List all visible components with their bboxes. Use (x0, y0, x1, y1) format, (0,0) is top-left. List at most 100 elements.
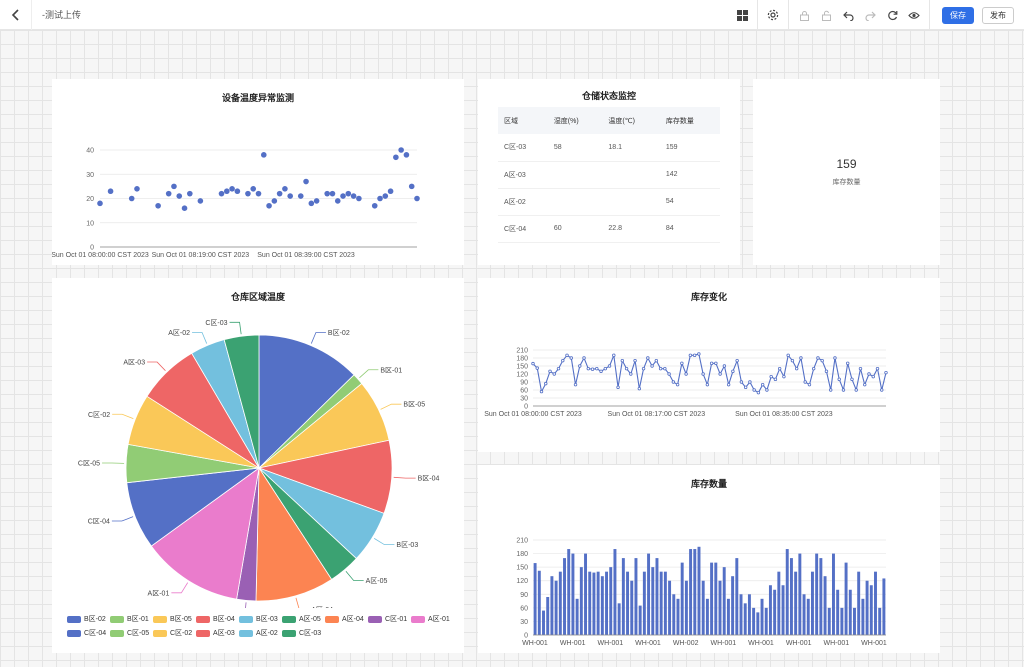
pie-slice (150, 467, 260, 600)
bar (592, 572, 596, 635)
bar (710, 562, 714, 635)
eye-icon (908, 11, 920, 19)
scatter-point (356, 195, 362, 202)
line-point (807, 382, 812, 387)
legend-item[interactable]: B区-02 (67, 614, 109, 624)
unlock-button[interactable] (815, 0, 837, 30)
legend-item[interactable]: B区-01 (110, 614, 152, 624)
line-point (875, 366, 880, 371)
legend-item[interactable]: C区-05 (110, 628, 152, 638)
legend-item[interactable]: B区-04 (196, 614, 238, 624)
y-tick-label: 150 (516, 565, 528, 572)
legend-item[interactable]: A区-01 (411, 614, 453, 624)
legend-item[interactable]: A区-04 (325, 614, 367, 624)
line-point (773, 377, 778, 382)
line-point (556, 366, 561, 371)
pie-slice (255, 466, 333, 602)
pie-label: B区-01 (380, 366, 402, 374)
legend-label: A区-05 (299, 616, 321, 623)
scatter-point (245, 190, 251, 197)
line-point (735, 358, 739, 363)
line-point (607, 364, 612, 368)
x-tick-label: WH-001 (861, 640, 887, 647)
bar (819, 558, 823, 635)
table-cell (547, 188, 603, 216)
table-cell: 142 (659, 161, 720, 189)
line-point (688, 353, 693, 358)
settings-button[interactable] (762, 0, 784, 30)
bar (542, 610, 545, 635)
scatter-point (97, 200, 103, 207)
bar (684, 580, 688, 635)
y-tick-label: 60 (520, 388, 528, 395)
pie-panel[interactable]: 仓库区域温度 B区-02 B区-01 B区-05 B区-04 B区-03 A区-05 A区-… (52, 278, 464, 653)
legend-swatch (239, 615, 253, 623)
line-point (535, 366, 539, 370)
scatter-title: 设备温度异常监测 (221, 93, 294, 103)
bar (735, 558, 739, 635)
legend-item[interactable]: A区-02 (239, 628, 281, 638)
bar (815, 553, 819, 635)
scatter-point (181, 205, 188, 211)
scatter-panel[interactable]: 设备温度异常监测 0 10 20 30 40 Sun Oct 01 08:00:00 CS… (52, 79, 464, 265)
line-panel[interactable]: 库存变化 0 30 60 90 120 150 180 210 Sun Oct 01 08:00… (478, 278, 940, 452)
line-point (616, 385, 620, 390)
line-point (675, 382, 680, 387)
pie-label-line (345, 571, 364, 581)
y-tick-label: 210 (516, 348, 528, 355)
scatter-point (276, 190, 283, 197)
line-point (777, 366, 782, 371)
line-point (667, 372, 671, 376)
line-point (884, 370, 888, 375)
bar (878, 607, 882, 635)
table-panel[interactable]: 仓储状态监控 区域 湿度(%) 温度(℃) 库存数量 C区-03 58 18.1 159 A区… (478, 79, 740, 265)
pie-label: C区-04 (88, 518, 110, 526)
x-tick-label: Sun Oct 01 08:17:00 CST 2023 (608, 411, 706, 418)
legend-item[interactable]: B区-05 (153, 614, 195, 624)
scatter-point (282, 186, 288, 192)
line-point (756, 390, 761, 395)
pie-label-line (229, 321, 242, 335)
redo-button[interactable] (859, 0, 881, 30)
bar-panel[interactable]: 库存数量 0 30 60 90 120 150 180 210 WH-001 WH-001 WH-0… (478, 465, 940, 653)
scatter-point (377, 195, 383, 202)
legend-item[interactable]: A区-05 (282, 614, 324, 624)
bar (844, 562, 848, 635)
legend-item[interactable]: C区-03 (282, 628, 324, 638)
legend-item[interactable]: C区-02 (153, 628, 195, 638)
bar (726, 598, 730, 635)
bar (663, 571, 667, 635)
legend-label: C区-04 (84, 630, 107, 637)
layout-button[interactable] (731, 0, 753, 30)
line-point (650, 364, 654, 368)
x-tick-label: Sun Oct 01 08:00:00 CST 2023 (484, 411, 582, 418)
bar (697, 546, 701, 635)
save-button[interactable]: 保存 (942, 6, 974, 24)
kpi-panel[interactable]: 159 库存数量 (753, 79, 940, 265)
table-header-cell: 库存数量 (659, 107, 720, 134)
bar (773, 589, 777, 635)
bar (789, 558, 793, 635)
back-button[interactable] (0, 0, 32, 30)
table-cell (602, 161, 660, 189)
lock-button[interactable] (793, 0, 815, 30)
y-tick-label: 90 (520, 380, 528, 387)
legend-item[interactable]: C区-04 (67, 628, 109, 638)
line-point (612, 353, 616, 358)
y-tick-label: 10 (86, 220, 94, 227)
line-point (803, 380, 807, 384)
legend-label: B区-04 (213, 616, 235, 623)
line-point (854, 388, 858, 392)
legend-item[interactable]: A区-03 (196, 628, 238, 638)
pie-label: C区-05 (78, 460, 100, 468)
publish-button[interactable]: 发布 (982, 6, 1014, 24)
refresh-button[interactable] (881, 0, 903, 30)
y-tick-label: 90 (520, 592, 528, 599)
table-cell: 18.1 (602, 134, 660, 162)
table-cell: C区-04 (498, 215, 548, 243)
bar (626, 571, 630, 635)
preview-button[interactable] (903, 0, 925, 30)
legend-item[interactable]: C区-01 (368, 614, 410, 624)
legend-item[interactable]: B区-03 (239, 614, 281, 624)
undo-button[interactable] (837, 0, 859, 30)
